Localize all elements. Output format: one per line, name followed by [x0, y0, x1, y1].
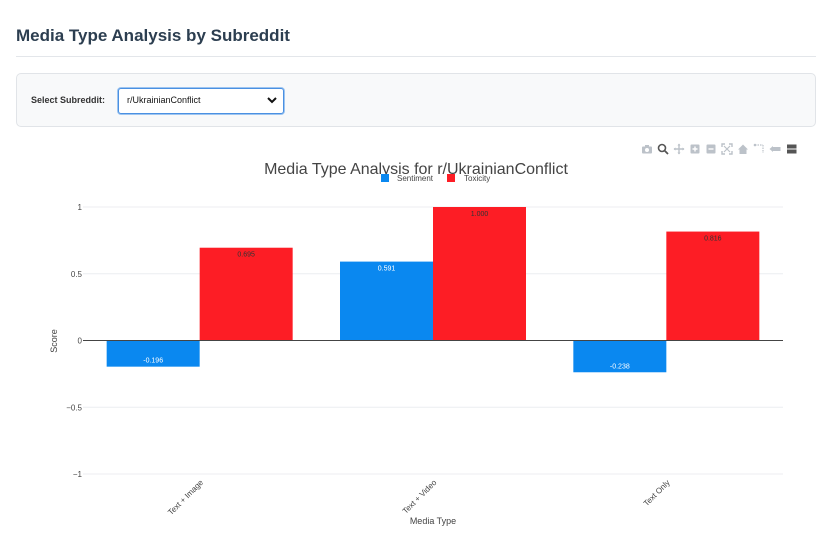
data-label: 0.816	[704, 236, 722, 243]
spike-lines-icon[interactable]	[753, 143, 765, 155]
y-tick-labels: 1 0.5 0 −0.5 −1	[66, 203, 82, 479]
data-labels: -0.196 0.695 0.591 1.000 -0.238 0.816	[143, 211, 721, 370]
data-label: -0.196	[143, 358, 163, 365]
title-divider	[16, 56, 816, 57]
x-tick-label: Text + Video	[401, 478, 439, 516]
page-title: Media Type Analysis by Subreddit	[16, 26, 290, 45]
chart-title: Media Type Analysis for r/UkrainianConfl…	[264, 161, 568, 178]
y-tick-label: 1	[78, 203, 83, 212]
data-label: 0.695	[237, 252, 255, 259]
media-type-chart: 10.50−0.5−1 Text + Image Text + Video Text…	[49, 161, 783, 526]
y-tick-label: 0.5	[71, 270, 83, 279]
x-tick-labels: Text + Image Text + Video Text Only	[166, 478, 672, 517]
zoom-in-icon[interactable]	[689, 143, 701, 155]
chart-modebar	[641, 142, 797, 156]
bar-toxicity[interactable]	[666, 231, 760, 341]
legend-swatch-sentiment	[381, 174, 389, 182]
data-label: 1.000	[471, 211, 489, 218]
subreddit-label: Select Subreddit:	[31, 95, 106, 105]
data-label: -0.238	[610, 363, 630, 370]
bar-toxicity[interactable]	[199, 247, 293, 341]
reset-axes-icon[interactable]	[737, 143, 749, 155]
zoom-out-icon[interactable]	[705, 143, 717, 155]
bar-toxicity[interactable]	[433, 207, 526, 341]
bar-sentiment[interactable]	[573, 340, 667, 373]
x-tick-label: Text Only	[642, 478, 672, 508]
legend-swatch-toxicity	[447, 174, 455, 182]
camera-icon[interactable]	[641, 143, 653, 155]
bar-sentiment[interactable]	[106, 340, 200, 367]
data-label: 0.591	[378, 266, 396, 273]
legend-label-sentiment: Sentiment	[397, 174, 434, 183]
legend-label-toxicity: Toxicity	[464, 174, 490, 183]
autoscale-icon[interactable]	[721, 143, 733, 155]
control-panel: Select Subreddit: r/UkrainianConflict	[16, 73, 816, 127]
hover-closest-icon[interactable]	[769, 143, 781, 155]
zoom-icon[interactable]	[657, 143, 669, 155]
bars	[106, 207, 760, 373]
bar-sentiment[interactable]	[340, 261, 433, 341]
y-tick-label: 0	[78, 337, 83, 346]
x-axis-label: Media Type	[410, 516, 456, 526]
x-tick-label: Text + Image	[166, 478, 205, 517]
chevron-down-icon	[267, 97, 277, 104]
hover-compare-icon[interactable]	[785, 143, 797, 155]
chart-legend[interactable]: Sentiment Toxicity	[381, 174, 490, 183]
subreddit-select-value: r/UkrainianConflict	[127, 95, 201, 105]
y-tick-label: −1	[73, 470, 83, 479]
pan-icon[interactable]	[673, 143, 685, 155]
y-tick-label: −0.5	[66, 403, 82, 412]
y-axis-label: Score	[49, 329, 59, 353]
subreddit-select[interactable]: r/UkrainianConflict	[118, 88, 284, 114]
